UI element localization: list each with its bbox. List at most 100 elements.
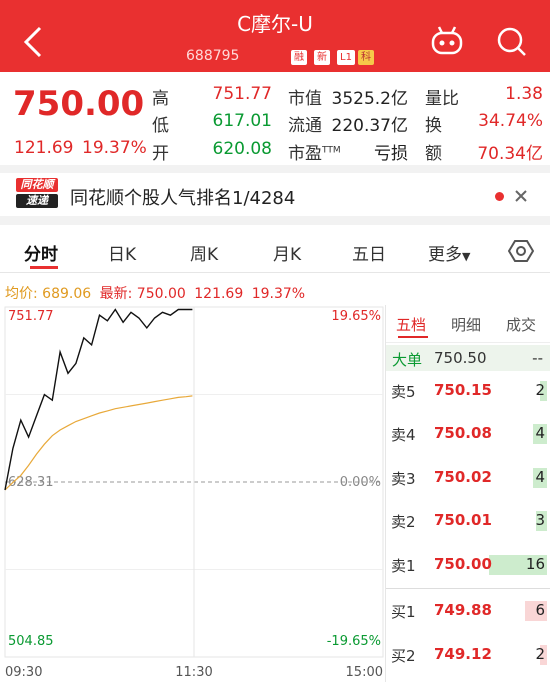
badge: 新 — [314, 50, 330, 65]
y2-tick-label: 0.00% — [340, 475, 381, 490]
series-line — [4, 308, 193, 491]
book-qty: 3 — [535, 511, 545, 529]
qty-bar — [532, 468, 547, 488]
x-tick-label: 11:30 — [175, 665, 212, 680]
logo-bottom: 速递 — [16, 194, 58, 208]
tab[interactable]: 分时 — [24, 245, 58, 265]
series-line — [4, 395, 193, 491]
divider — [0, 272, 550, 273]
stat-label: 低 — [152, 111, 169, 136]
tab[interactable]: 五日 — [352, 245, 386, 265]
settings-button[interactable] — [508, 238, 534, 264]
book-price: 749.12 — [434, 645, 492, 663]
price-change-pct: 19.37% — [82, 138, 147, 158]
y2-tick-label: 19.65% — [331, 309, 381, 324]
tab-label: 更多 — [428, 245, 462, 265]
badge: 科 — [358, 50, 374, 65]
stat-value: 620.08 — [212, 139, 272, 159]
tab-indicator — [398, 336, 428, 338]
last-price: 750.00 — [13, 84, 145, 124]
stat-label: 市值 — [288, 84, 322, 109]
book-qty: 4 — [535, 424, 545, 442]
tab-indicator — [30, 266, 58, 269]
qty-bar — [489, 555, 547, 575]
book-price: 750.15 — [434, 381, 492, 399]
stat-label-text: 市值 — [288, 89, 322, 109]
news-text[interactable]: 同花顺个股人气排名1/4284 — [70, 188, 296, 209]
separator — [0, 165, 550, 173]
book-label: 卖3 — [391, 470, 416, 488]
book-price: 749.88 — [434, 601, 492, 619]
qty-bar — [536, 511, 547, 531]
book-qty: 6 — [535, 601, 545, 619]
stat-value: 34.74% — [478, 111, 543, 131]
big-order-qty: -- — [532, 349, 543, 367]
y2-tick-label: -19.65% — [327, 634, 381, 649]
book-qty: 4 — [535, 468, 545, 486]
stat-label: 市盈TTM — [288, 139, 341, 164]
tab[interactable]: 日K — [108, 245, 137, 265]
stat-label-text: 换 — [425, 116, 442, 136]
x-tick-label: 15:00 — [346, 665, 383, 680]
y-tick-label: 628.31 — [8, 475, 54, 490]
big-order-label: 大单 — [392, 351, 423, 369]
tab[interactable]: 更多▼ — [428, 240, 470, 265]
book-qty: 2 — [535, 645, 545, 663]
stock-title: C摩尔-U — [237, 12, 313, 36]
tab[interactable]: 月K — [273, 245, 302, 265]
stat-label-text: 低 — [152, 116, 169, 136]
qty-bar — [532, 424, 547, 444]
book-divider — [386, 342, 550, 343]
book-price: 750.08 — [434, 424, 492, 442]
book-label: 卖4 — [391, 426, 416, 444]
qty-bar — [539, 645, 547, 665]
stat-label: 高 — [152, 84, 169, 109]
stat-label: 量比 — [425, 84, 459, 109]
chart-info: 均价: 689.06 最新: 750.00 121.69 19.37% — [5, 283, 305, 303]
book-label: 卖1 — [391, 557, 416, 575]
book-tab[interactable]: 五档 — [396, 316, 427, 334]
stat-value: 220.37亿 — [331, 116, 408, 136]
unread-dot — [495, 192, 504, 201]
back-button[interactable] — [18, 24, 48, 60]
stat-label-text: 量比 — [425, 89, 459, 109]
book-price: 750.02 — [434, 468, 492, 486]
logo-top: 同花顺 — [16, 178, 58, 192]
stat-value: 70.34亿 — [477, 144, 543, 164]
book-tab[interactable]: 成交 — [506, 316, 537, 334]
separator — [0, 216, 550, 225]
book-qty: 2 — [535, 381, 545, 399]
y-tick-label: 504.85 — [8, 634, 54, 649]
avg-value: 689.06 — [42, 286, 92, 302]
stat-label-text: 流通 — [288, 116, 322, 136]
tab[interactable]: 周K — [190, 245, 219, 265]
assistant-button[interactable] — [430, 24, 464, 58]
close-button[interactable] — [513, 188, 529, 204]
search-button[interactable] — [495, 25, 529, 59]
qty-bar — [525, 601, 547, 621]
book-qty: 16 — [525, 555, 545, 573]
stat-value: 617.01 — [212, 111, 272, 131]
badge: L1 — [337, 50, 355, 65]
book-price: 750.01 — [434, 511, 492, 529]
stat-label-text: 开 — [152, 144, 169, 164]
stat-value: 751.77 — [212, 84, 272, 104]
book-label: 卖2 — [391, 513, 416, 531]
avg-label: 均价: — [5, 286, 38, 302]
order-book: 五档 明细 成交 大单 750.50 -- 卖5 750.15 2 卖4 750.08 4 卖3 750.… — [385, 305, 550, 682]
book-tab[interactable]: 明细 — [451, 316, 482, 334]
stat-label: 额 — [425, 139, 442, 164]
stat-label: 开 — [152, 139, 169, 164]
y-tick-label: 751.77 — [8, 309, 54, 324]
stat-label: 换 — [425, 111, 442, 136]
stat-label: 流通 — [288, 111, 322, 136]
latest-label: 最新: — [99, 286, 133, 302]
stat-label-text: 市盈 — [288, 144, 322, 164]
stat-value: 1.38 — [505, 84, 543, 104]
x-tick-label: 09:30 — [5, 665, 42, 680]
big-order-price: 750.50 — [434, 349, 487, 367]
stock-code: 688795 — [186, 48, 240, 64]
latest-pct: 19.37% — [251, 286, 306, 302]
stat-label-sup: TTM — [322, 145, 341, 156]
